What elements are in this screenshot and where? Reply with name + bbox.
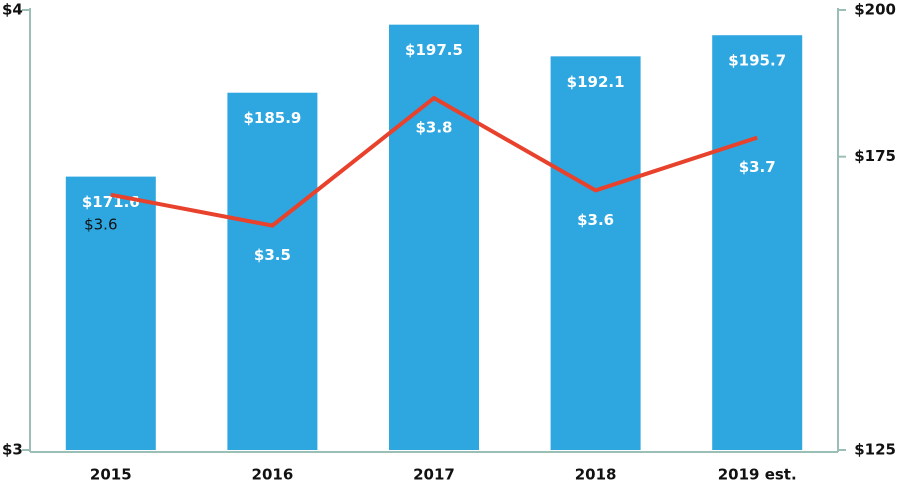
bar [712, 35, 803, 451]
line-value-label: $3.7 [739, 158, 776, 176]
line-value-label: $3.6 [577, 211, 614, 229]
y2-tick-label: $200 [854, 1, 896, 19]
bar [550, 56, 641, 450]
line-value-label: $3.6 [84, 215, 117, 233]
x-tick-label: 2017 [413, 466, 455, 484]
bar-value-label: $195.7 [728, 52, 786, 70]
bar-value-label: $197.5 [405, 41, 463, 59]
bar [389, 24, 479, 451]
y-tick-label: $4 [2, 1, 23, 19]
bar-value-label: $185.9 [243, 109, 301, 127]
bar [65, 176, 156, 450]
x-tick-label: 2018 [575, 466, 617, 484]
y2-tick-label: $175 [854, 147, 896, 165]
line [110, 95, 758, 228]
y-tick-label: $3 [2, 441, 23, 459]
y2-tick-label: $125 [854, 441, 896, 459]
bar [227, 92, 318, 450]
x-tick-label: 2016 [252, 466, 294, 484]
x-tick-label: 2015 [90, 466, 132, 484]
bar-value-label: $192.1 [567, 73, 625, 91]
line-value-label: $3.8 [415, 119, 452, 137]
x-tick-label: 2019 est. [718, 466, 797, 484]
line-value-label: $3.5 [254, 246, 291, 264]
